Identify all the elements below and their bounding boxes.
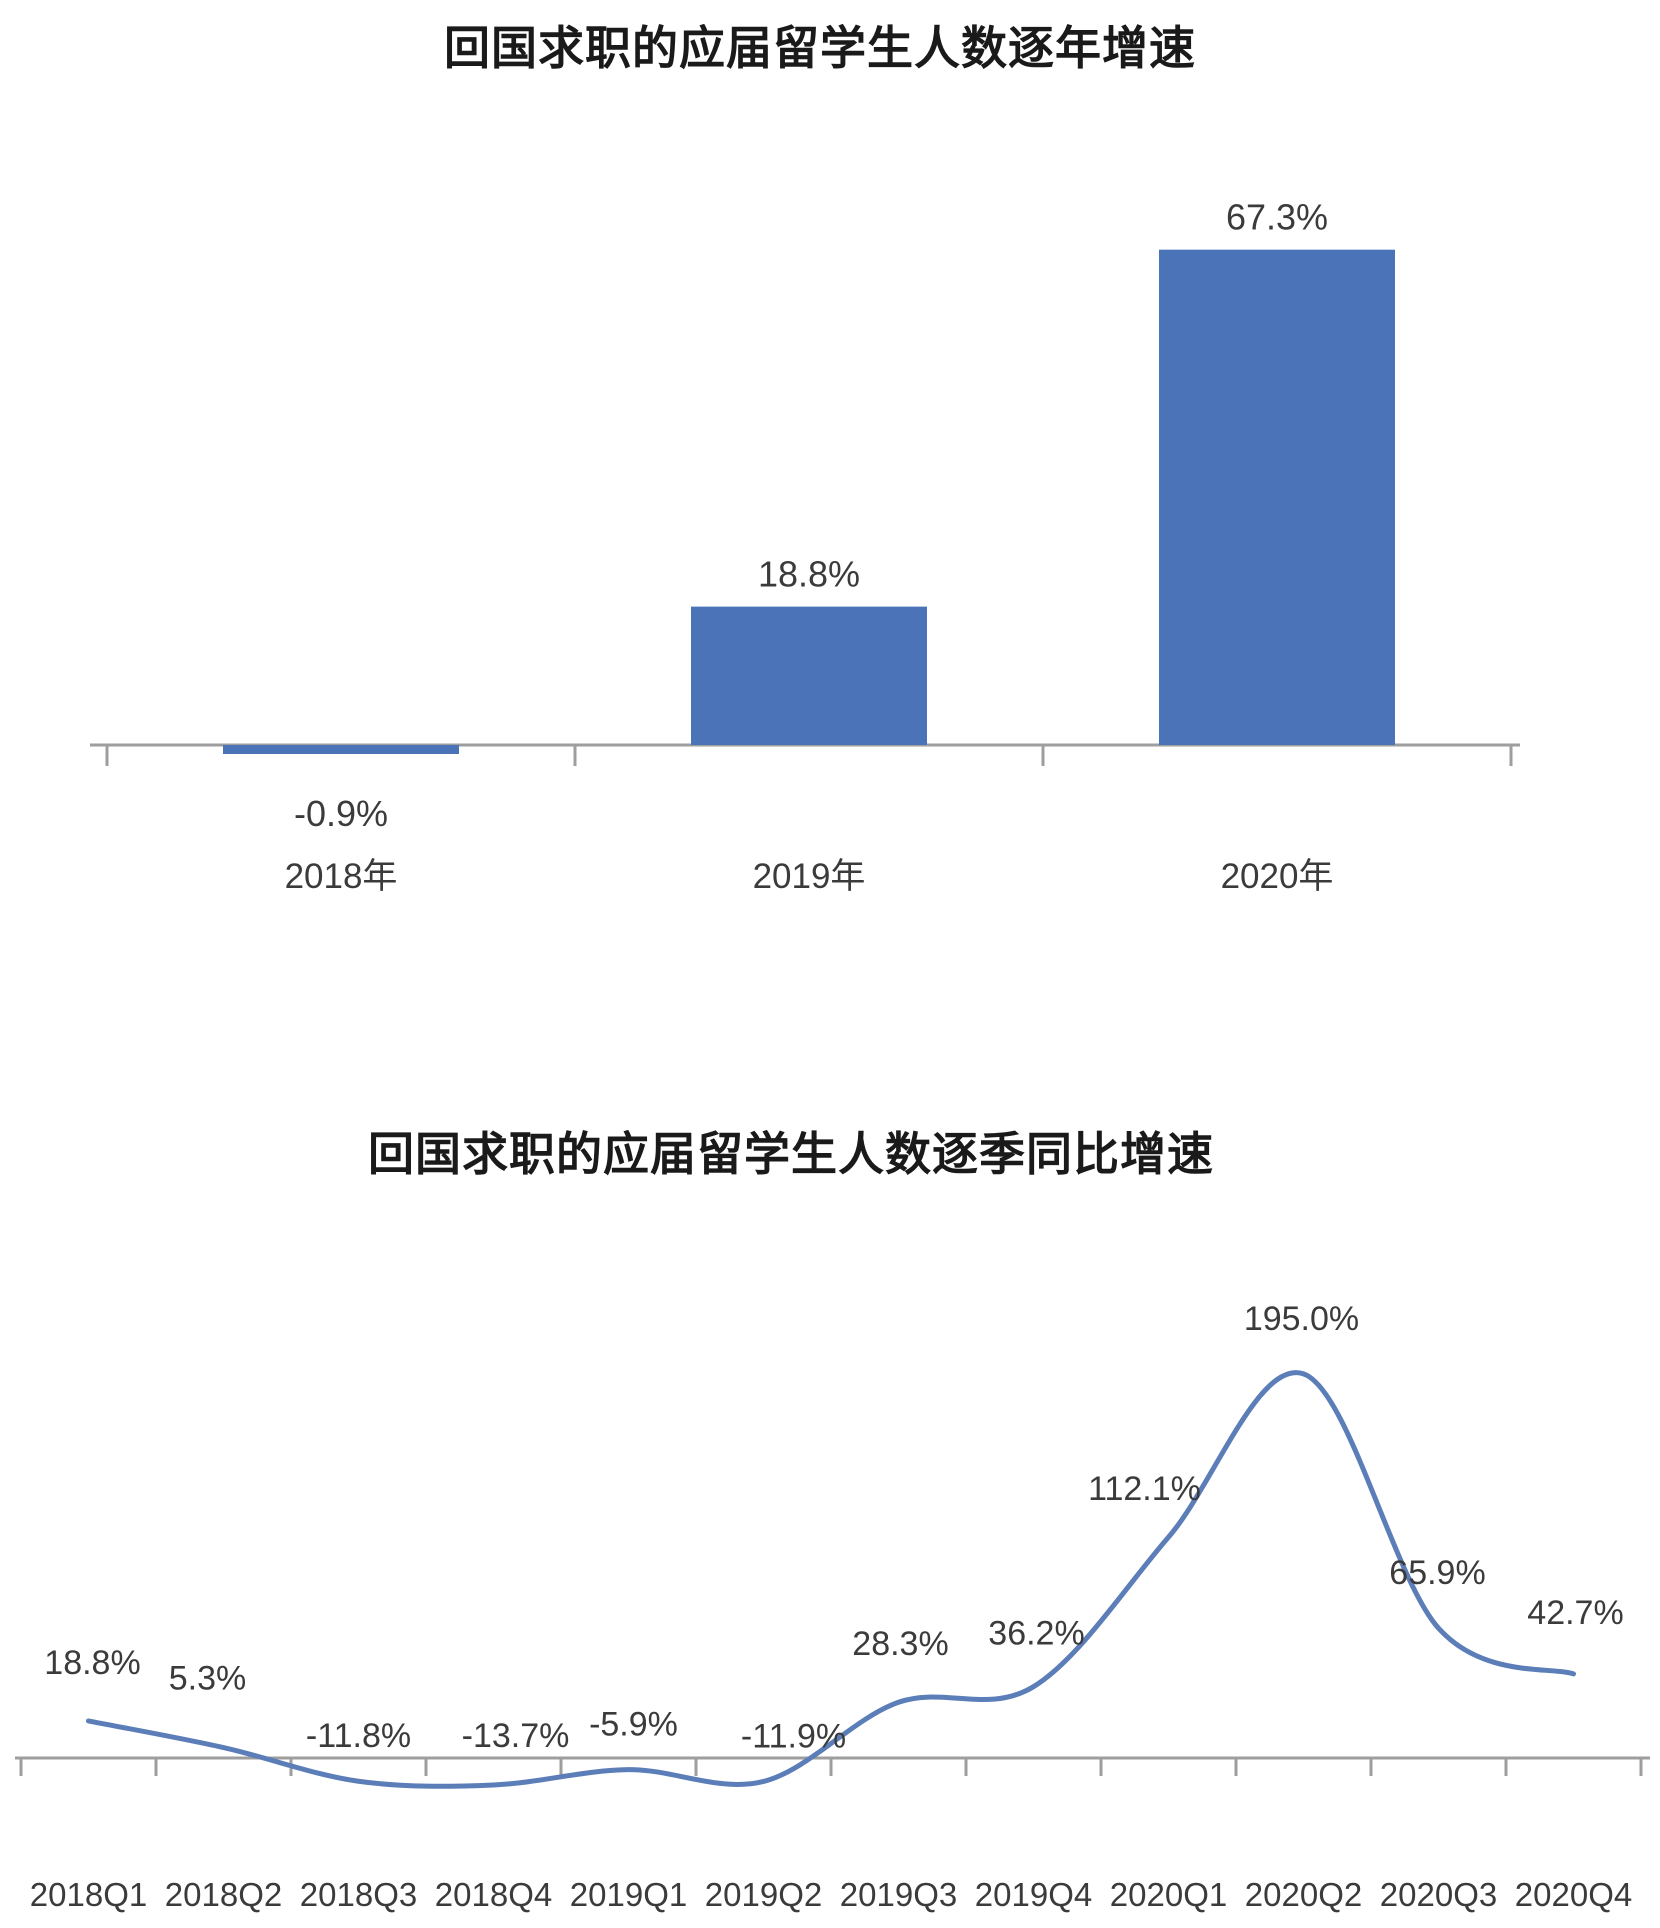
line-point-label: 65.9% bbox=[1389, 1554, 1485, 1592]
line-point-label: 36.2% bbox=[988, 1615, 1084, 1653]
line-x-label: 2018Q2 bbox=[165, 1876, 282, 1913]
line-x-label: 2019Q1 bbox=[570, 1876, 687, 1913]
bar-category-label: 2018年 bbox=[285, 857, 398, 896]
line-x-label: 2020Q2 bbox=[1245, 1876, 1362, 1913]
bar-category-label: 2020年 bbox=[1221, 857, 1334, 896]
bar-value-label: -0.9% bbox=[294, 793, 388, 834]
bar-chart-title: 回国求职的应届留学生人数逐年增速 bbox=[444, 22, 1196, 74]
bar bbox=[1159, 249, 1395, 745]
line-x-label: 2018Q4 bbox=[435, 1876, 552, 1913]
bar bbox=[691, 606, 927, 745]
line-point-label: -5.9% bbox=[589, 1706, 678, 1744]
line-point-label: 195.0% bbox=[1244, 1300, 1359, 1338]
line-x-label: 2018Q1 bbox=[30, 1876, 147, 1913]
bar bbox=[223, 745, 459, 754]
bar-value-label: 67.3% bbox=[1226, 197, 1328, 238]
line-x-label: 2020Q4 bbox=[1515, 1876, 1632, 1913]
growth-line bbox=[86, 1370, 1576, 1789]
line-point-label: 42.7% bbox=[1527, 1594, 1623, 1632]
line-point-label: 5.3% bbox=[169, 1660, 247, 1698]
line-point-label: -11.8% bbox=[306, 1717, 411, 1755]
line-x-label: 2018Q3 bbox=[300, 1876, 417, 1913]
line-chart-title: 回国求职的应届留学生人数逐季同比增速 bbox=[368, 1128, 1214, 1180]
line-x-label: 2019Q3 bbox=[840, 1876, 957, 1913]
line-point-label: 18.8% bbox=[44, 1644, 140, 1682]
line-point-label: -13.7% bbox=[462, 1717, 570, 1755]
line-point-label: -11.9% bbox=[741, 1717, 846, 1755]
bar-category-label: 2019年 bbox=[753, 857, 866, 896]
line-x-label: 2020Q1 bbox=[1110, 1876, 1227, 1913]
line-x-label: 2020Q3 bbox=[1380, 1876, 1497, 1913]
line-x-label: 2019Q2 bbox=[705, 1876, 822, 1913]
line-point-label: 112.1% bbox=[1088, 1470, 1201, 1508]
line-x-label: 2019Q4 bbox=[975, 1876, 1092, 1913]
bar-value-label: 18.8% bbox=[758, 554, 860, 595]
line-point-label: 28.3% bbox=[852, 1625, 948, 1663]
